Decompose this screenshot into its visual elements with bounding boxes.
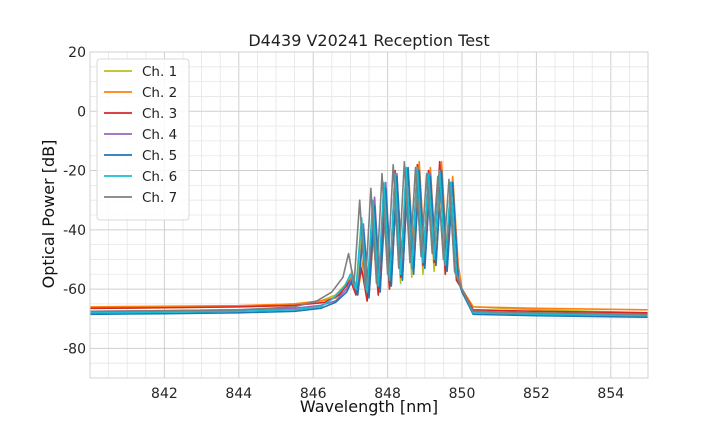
y-tick-label: 20: [68, 45, 86, 61]
x-tick-label: 844: [225, 386, 252, 402]
x-tick-label: 848: [374, 386, 401, 402]
legend-box: [96, 58, 190, 221]
x-axis-label: Wavelength [nm]: [300, 397, 438, 416]
series-line-ch7: [89, 160, 649, 316]
legend-label: Ch. 3: [142, 106, 177, 122]
x-tick-label: 852: [523, 386, 550, 402]
x-tick-label: 850: [449, 386, 476, 402]
legend-label: Ch. 1: [142, 64, 177, 80]
series-lines: [89, 160, 649, 319]
y-tick-label: -40: [63, 223, 86, 239]
x-tick-label: 854: [597, 386, 624, 402]
y-tick-label: 0: [77, 104, 86, 120]
legend: Ch. 1 Ch. 2 Ch. 3 Ch. 4 Ch. 5 Ch. 6 Ch. 7: [96, 58, 190, 221]
y-tick-label: -80: [63, 341, 86, 357]
legend-label: Ch. 5: [142, 148, 177, 164]
y-tick-label: -20: [63, 164, 86, 180]
legend-label: Ch. 2: [142, 85, 177, 101]
x-tick-label: 842: [151, 386, 178, 402]
series-line-ch5: [89, 166, 649, 319]
y-tick-label: -60: [63, 282, 86, 298]
series-line-ch6: [89, 166, 649, 317]
x-tick-label: 846: [300, 386, 327, 402]
legend-label: Ch. 4: [142, 127, 177, 143]
legend-label: Ch. 6: [142, 169, 177, 185]
plot-frame: [89, 51, 649, 379]
y-axis-label: Optical Power [dB]: [39, 140, 58, 289]
chart-title: D4439 V20241 Reception Test: [248, 31, 489, 50]
axes: 842 844 846 848 850 852 854 20 0 -20 -40 -60 -80: [63, 45, 649, 402]
legend-label: Ch. 7: [142, 190, 177, 206]
